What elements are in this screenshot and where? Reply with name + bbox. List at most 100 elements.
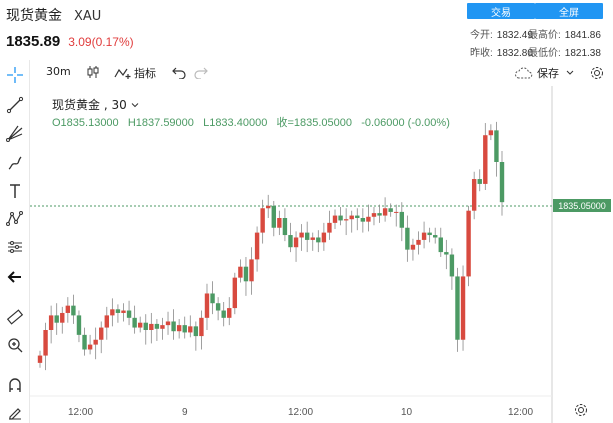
candle-body: [433, 235, 438, 238]
candle-body: [282, 218, 288, 236]
candle-body: [444, 252, 449, 255]
candle-body: [82, 334, 87, 350]
candle-body: [54, 315, 59, 323]
candle-body: [199, 317, 204, 337]
back-arrow-icon[interactable]: [4, 266, 26, 288]
candle-body: [316, 237, 321, 243]
price-change: 3.09(0.17%): [68, 35, 134, 49]
candle-body: [304, 232, 310, 240]
candle-body: [154, 323, 160, 329]
candle-body: [132, 317, 137, 328]
brush-icon[interactable]: [4, 152, 26, 174]
ruler-icon[interactable]: [4, 306, 26, 328]
legend-open: O1835.13000: [52, 117, 119, 129]
candle-type-icon[interactable]: [86, 65, 100, 79]
low-quote: 最低价: 1821.38: [528, 48, 601, 59]
redo-icon[interactable]: [194, 65, 208, 79]
prev-close-quote: 昨收: 1832.80: [470, 48, 533, 59]
lock-draw-icon[interactable]: [4, 400, 26, 422]
candle-body: [416, 239, 421, 245]
interval-selector[interactable]: 30m: [46, 65, 71, 78]
candle-body: [288, 235, 293, 248]
candle-body: [449, 254, 455, 277]
candle-body: [355, 215, 360, 218]
candle-body: [438, 237, 443, 253]
crosshair-icon[interactable]: [4, 64, 26, 86]
candle-body: [215, 303, 221, 311]
candle-body: [171, 321, 176, 332]
candle-body: [160, 325, 165, 329]
candle-body: [410, 244, 416, 250]
candle-body: [483, 135, 488, 184]
candle-body: [193, 326, 199, 337]
candle-body: [227, 308, 232, 318]
trend-line-icon[interactable]: [4, 94, 26, 116]
candle-body: [293, 237, 299, 248]
candle-body: [87, 344, 93, 350]
save-button[interactable]: 保存: [514, 65, 575, 81]
candle-body: [271, 205, 276, 228]
pattern-icon[interactable]: [4, 208, 26, 230]
last-price: 1835.89: [6, 33, 61, 50]
candle-body: [76, 315, 82, 335]
trade-button[interactable]: 交易: [467, 3, 535, 19]
candle-body: [266, 205, 271, 209]
candle-body: [48, 315, 54, 330]
candle-body: [243, 266, 249, 282]
indicator-wave-icon: [114, 68, 131, 79]
candle-body: [494, 130, 499, 162]
candle-body: [165, 321, 171, 326]
candle-body: [149, 323, 154, 330]
candles-group: [37, 121, 505, 371]
chevron-down-icon: [131, 103, 138, 108]
candle-body: [310, 237, 315, 240]
text-tool-icon[interactable]: [4, 180, 26, 202]
x-tick-label: 10: [401, 407, 413, 418]
current-price-label: 1835.05000: [553, 199, 611, 212]
candle-body: [388, 208, 393, 212]
candle-body: [37, 355, 43, 363]
instrument-name: 现货黄金: [6, 8, 62, 24]
candle-body: [427, 232, 432, 236]
candle-body: [471, 179, 477, 211]
candle-body: [126, 310, 132, 318]
legend-close: 收=1835.05000: [276, 117, 353, 129]
candle-body: [115, 309, 121, 313]
candle-body: [104, 315, 109, 328]
indicators-button[interactable]: 指标: [114, 65, 156, 81]
candle-body: [382, 208, 388, 216]
candle-body: [99, 327, 104, 340]
x-tick-label: 9: [182, 407, 188, 418]
prediction-icon[interactable]: [4, 236, 26, 258]
candle-body: [71, 305, 76, 316]
legend-ohlc: O1835.13000 H1837.59000 L1833.40000 收=18…: [52, 114, 450, 130]
chart-settings-icon[interactable]: [573, 402, 589, 418]
undo-icon[interactable]: [172, 65, 186, 79]
high-quote: 最高价: 1841.86: [528, 30, 601, 41]
candle-body: [176, 325, 182, 332]
candle-body: [249, 259, 254, 282]
candle-body: [488, 130, 494, 136]
candle-body: [204, 293, 210, 318]
fib-fan-icon[interactable]: [4, 122, 26, 144]
open-quote: 今开: 1832.49: [470, 30, 533, 41]
candle-body: [210, 293, 215, 304]
price-chart[interactable]: 现货黄金 , 30 O1835.13000 H1837.59000 L1833.…: [30, 86, 613, 423]
candle-body: [321, 232, 327, 243]
chart-toolbar: 30m 指标 保存: [30, 60, 613, 86]
settings-icon[interactable]: [589, 65, 605, 81]
legend-low: L1833.40000: [203, 117, 268, 129]
candle-body: [254, 232, 260, 260]
legend-title[interactable]: 现货黄金 , 30: [52, 96, 139, 113]
candlestick-chart[interactable]: [30, 86, 613, 423]
candle-body: [182, 325, 187, 333]
magnet-icon[interactable]: [4, 374, 26, 396]
candle-body: [338, 215, 343, 221]
candle-body: [110, 309, 115, 316]
candle-body: [421, 232, 427, 240]
candle-body: [137, 322, 143, 328]
zoom-in-icon[interactable]: [4, 334, 26, 356]
candle-body: [343, 219, 349, 221]
candle-body: [360, 218, 366, 222]
fullscreen-button[interactable]: 全屏: [535, 3, 603, 19]
